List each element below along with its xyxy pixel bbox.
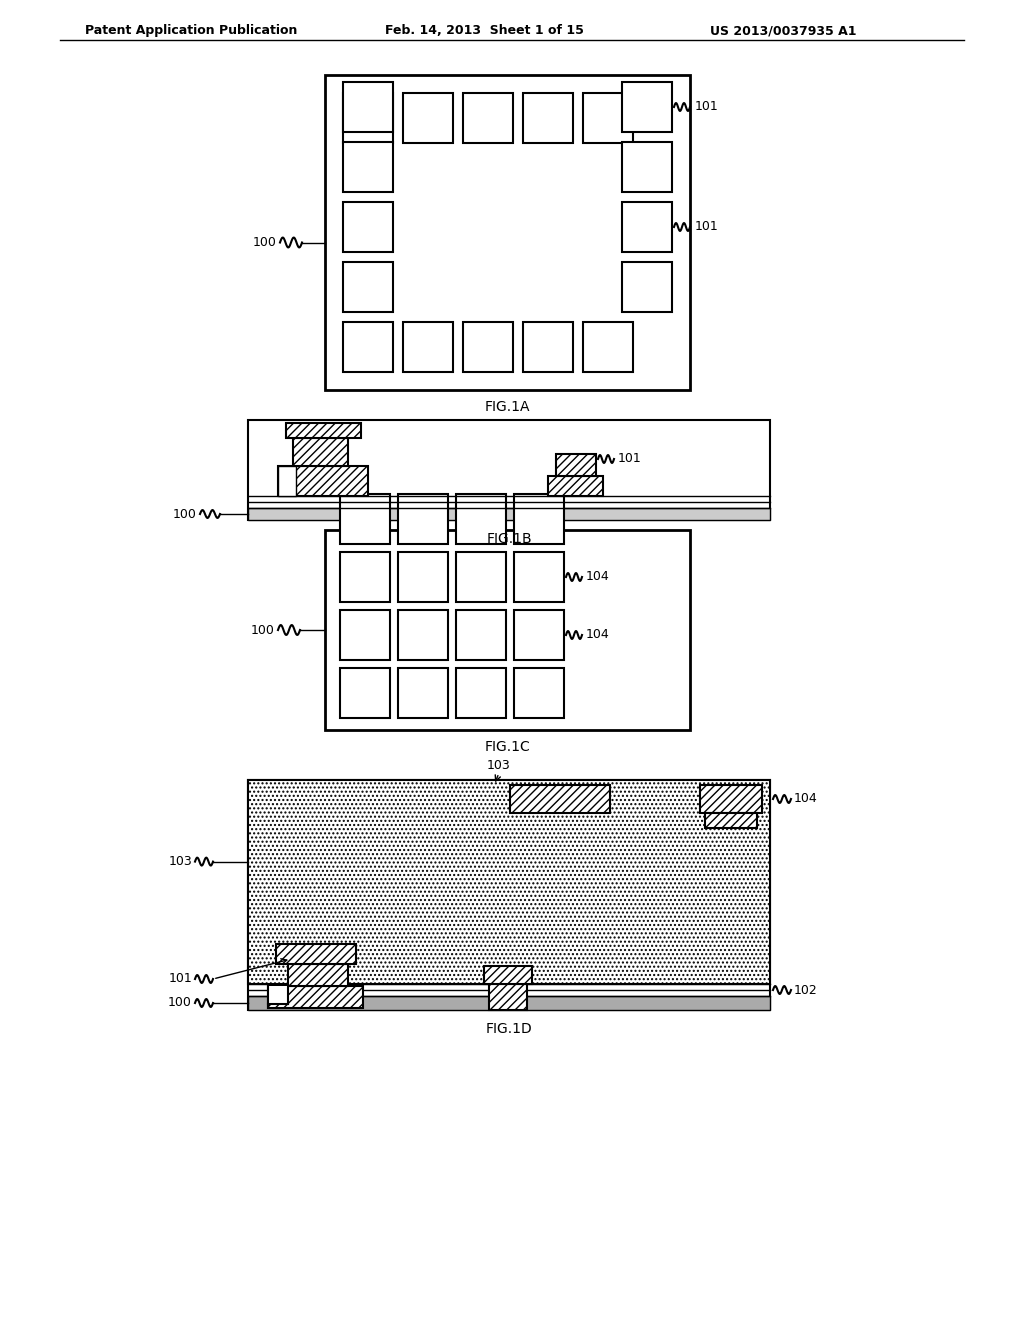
Bar <box>340 668 390 718</box>
Bar <box>523 92 573 143</box>
Bar <box>489 983 527 1010</box>
Bar <box>523 322 573 372</box>
Text: 102: 102 <box>794 983 818 997</box>
Text: FIG.1D: FIG.1D <box>485 1022 532 1036</box>
Bar <box>248 780 770 1010</box>
Bar <box>343 202 393 252</box>
Text: 101: 101 <box>618 453 642 466</box>
Bar <box>456 610 506 660</box>
Bar <box>583 92 633 143</box>
Bar <box>248 508 770 520</box>
Bar <box>463 322 513 372</box>
Text: FIG.1C: FIG.1C <box>484 741 530 754</box>
Bar <box>343 92 393 143</box>
Bar <box>398 552 449 602</box>
Text: FIG.1A: FIG.1A <box>484 400 530 414</box>
Bar <box>343 322 393 372</box>
Text: 100: 100 <box>173 507 197 520</box>
Bar <box>325 531 690 730</box>
Bar <box>248 997 770 1010</box>
Bar <box>340 494 390 544</box>
Bar <box>484 966 532 983</box>
Bar <box>548 477 603 496</box>
Bar <box>556 454 596 477</box>
Bar <box>622 261 672 312</box>
Text: 101: 101 <box>695 100 719 114</box>
Bar <box>514 494 564 544</box>
Bar <box>398 494 449 544</box>
Text: 101: 101 <box>168 973 193 986</box>
Bar <box>340 610 390 660</box>
Text: 100: 100 <box>253 236 278 249</box>
Text: 100: 100 <box>251 623 275 636</box>
Bar <box>398 668 449 718</box>
Text: Feb. 14, 2013  Sheet 1 of 15: Feb. 14, 2013 Sheet 1 of 15 <box>385 24 584 37</box>
Bar <box>622 202 672 252</box>
Bar <box>278 466 368 496</box>
Bar <box>583 322 633 372</box>
Bar <box>325 75 690 389</box>
Text: US 2013/0037935 A1: US 2013/0037935 A1 <box>710 24 856 37</box>
Bar <box>510 785 610 813</box>
Bar <box>463 92 513 143</box>
Text: 103: 103 <box>487 759 511 772</box>
Text: 103: 103 <box>168 855 193 869</box>
Bar <box>456 494 506 544</box>
Bar <box>248 780 770 983</box>
Bar <box>343 261 393 312</box>
Bar <box>700 785 762 813</box>
Bar <box>398 610 449 660</box>
Text: Patent Application Publication: Patent Application Publication <box>85 24 297 37</box>
Bar <box>705 813 757 828</box>
Bar <box>276 944 356 964</box>
Bar <box>514 668 564 718</box>
Text: 104: 104 <box>794 792 818 805</box>
Bar <box>514 610 564 660</box>
Bar <box>403 92 453 143</box>
Bar <box>288 964 348 986</box>
Bar <box>456 668 506 718</box>
Bar <box>248 420 770 520</box>
Text: 104: 104 <box>586 570 609 583</box>
Bar <box>340 552 390 602</box>
Bar <box>622 143 672 191</box>
Bar <box>456 552 506 602</box>
Text: 101: 101 <box>695 220 719 234</box>
Bar <box>403 322 453 372</box>
Bar <box>514 552 564 602</box>
Text: 100: 100 <box>168 997 193 1010</box>
Text: FIG.1B: FIG.1B <box>486 532 531 546</box>
Bar <box>343 143 393 191</box>
Bar <box>268 986 288 1005</box>
Text: 104: 104 <box>586 628 609 642</box>
Bar <box>286 422 361 438</box>
Bar <box>293 438 348 466</box>
Bar <box>278 466 296 496</box>
Bar <box>268 986 362 1008</box>
Bar <box>343 82 393 132</box>
Bar <box>622 82 672 132</box>
